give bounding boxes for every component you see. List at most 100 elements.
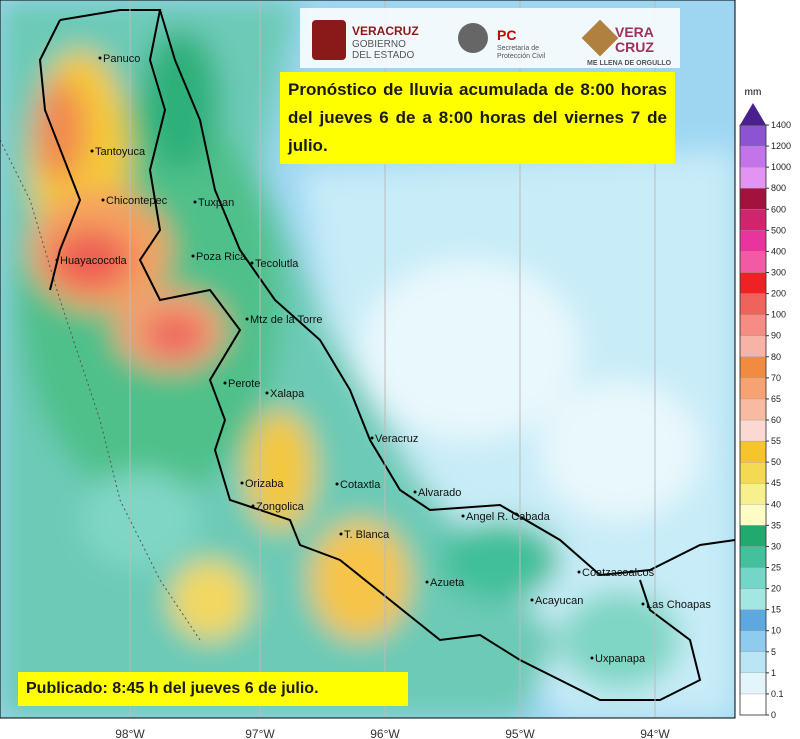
colorbar-swatch bbox=[739, 419, 767, 442]
colorbar-swatch bbox=[739, 546, 767, 568]
city-dot bbox=[223, 381, 227, 385]
colorbar-swatch bbox=[739, 461, 767, 484]
logo-text: PC bbox=[497, 27, 516, 43]
colorbar-tick-label: 300 bbox=[771, 268, 786, 278]
longitude-label: 98°W bbox=[115, 727, 145, 739]
city-label: Xalapa bbox=[270, 388, 305, 400]
colorbar-swatch bbox=[739, 166, 767, 189]
colorbar-swatch bbox=[739, 251, 767, 273]
colorbar-swatch bbox=[739, 124, 767, 147]
logo-text: Secretaría de bbox=[497, 45, 539, 52]
colorbar-tick-label: 55 bbox=[771, 436, 781, 446]
city-label: Las Choapas bbox=[646, 599, 711, 611]
city-label: Uxpanapa bbox=[595, 653, 646, 665]
colorbar-tick-label: 30 bbox=[771, 541, 781, 551]
city-dot bbox=[265, 391, 269, 395]
city-dot bbox=[90, 149, 94, 153]
longitude-label: 95°W bbox=[505, 727, 535, 739]
colorbar-tick-label: 800 bbox=[771, 183, 786, 193]
colorbar-swatch bbox=[739, 504, 767, 526]
city-dot bbox=[240, 481, 244, 485]
colorbar-tick-label: 200 bbox=[771, 289, 786, 299]
colorbar-swatch bbox=[739, 209, 767, 231]
city-label: Acayucan bbox=[535, 595, 583, 607]
colorbar-tick-label: 600 bbox=[771, 204, 786, 214]
colorbar-tick-label: 35 bbox=[771, 520, 781, 530]
colorbar-tick-label: 400 bbox=[771, 246, 786, 256]
city-label: Alvarado bbox=[418, 487, 461, 499]
city-label: Veracruz bbox=[375, 433, 418, 445]
colorbar-swatch bbox=[739, 272, 767, 294]
longitude-label: 94°W bbox=[640, 727, 670, 739]
colorbar-tick-label: 45 bbox=[771, 478, 781, 488]
colorbar-tick-label: 15 bbox=[771, 605, 781, 615]
colorbar-swatch bbox=[739, 356, 767, 379]
city-dot bbox=[425, 580, 429, 584]
colorbar-tick-label: 60 bbox=[771, 415, 781, 425]
colorbar-unit: mm bbox=[745, 87, 762, 98]
city-dot bbox=[191, 254, 195, 258]
city-dot bbox=[193, 200, 197, 204]
city-label: Tuxpan bbox=[198, 197, 234, 209]
colorbar-swatch bbox=[739, 483, 767, 505]
colorbar-swatch bbox=[739, 525, 767, 547]
colorbar-swatch bbox=[739, 588, 767, 610]
city-label: Tantoyuca bbox=[95, 146, 146, 158]
city-label: Coatzacoalcos bbox=[582, 567, 655, 579]
colorbar-tick-label: 5 bbox=[771, 647, 776, 657]
longitude-label: 97°W bbox=[245, 727, 275, 739]
colorbar-tick-label: 80 bbox=[771, 352, 781, 362]
city-label: Tecolutla bbox=[255, 258, 299, 270]
city-label: Panuco bbox=[103, 53, 140, 65]
city-label: Azueta bbox=[430, 577, 465, 589]
city-label: Poza Rica bbox=[196, 251, 247, 263]
city-label: Mtz de la Torre bbox=[250, 314, 323, 326]
colorbar-tick-label: 40 bbox=[771, 499, 781, 509]
colorbar-swatch bbox=[739, 398, 767, 421]
logos bbox=[312, 19, 619, 60]
city-dot bbox=[339, 532, 343, 536]
city-dot bbox=[413, 490, 417, 494]
colorbar-tick-label: 10 bbox=[771, 626, 781, 636]
colorbar-swatch bbox=[739, 440, 767, 463]
colorbar-tick-label: 1400 bbox=[771, 120, 791, 130]
colorbar-tick-label: 90 bbox=[771, 331, 781, 341]
colorbar-swatch bbox=[739, 314, 767, 336]
city-dot bbox=[461, 514, 465, 518]
colorbar-swatch bbox=[739, 567, 767, 589]
colorbar-tick-label: 500 bbox=[771, 225, 786, 235]
city-label: T. Blanca bbox=[344, 529, 390, 541]
longitude-label: 96°W bbox=[370, 727, 400, 739]
logo-text: GOBIERNO bbox=[352, 39, 406, 50]
city-label: Huayacocotla bbox=[60, 255, 128, 267]
colorbar-swatch bbox=[739, 145, 767, 168]
logo-text: Protección Civil bbox=[497, 53, 546, 60]
city-dot bbox=[590, 656, 594, 660]
colorbar-swatch bbox=[739, 651, 767, 674]
city-dot bbox=[370, 436, 374, 440]
city-dot bbox=[101, 198, 105, 202]
city-dot bbox=[250, 261, 254, 265]
logo-text: ME LLENA DE ORGULLO bbox=[587, 60, 672, 67]
logo-text: VERACRUZ bbox=[352, 24, 419, 38]
colorbar-tick-label: 100 bbox=[771, 310, 786, 320]
city-label: Zongolica bbox=[256, 501, 305, 513]
colorbar-swatch bbox=[739, 188, 767, 210]
colorbar-tick-label: 1 bbox=[771, 668, 776, 678]
colorbar-swatch bbox=[739, 293, 767, 315]
city-dot bbox=[641, 602, 645, 606]
colorbar-tick-label: 65 bbox=[771, 394, 781, 404]
colorbar-tick-label: 0.1 bbox=[771, 689, 784, 699]
colorbar-swatch bbox=[739, 335, 767, 357]
city-label: Chicontepec bbox=[106, 195, 168, 207]
logo-text: VERA bbox=[615, 24, 654, 40]
colorbar-tick-label: 70 bbox=[771, 373, 781, 383]
colorbar-swatch bbox=[739, 672, 767, 695]
city-label: Orizaba bbox=[245, 478, 284, 490]
logo-text: CRUZ bbox=[615, 39, 654, 55]
city-label: Angel R. Cabada bbox=[466, 511, 551, 523]
colorbar-tick-label: 0 bbox=[771, 710, 776, 720]
city-label: Cotaxtla bbox=[340, 479, 381, 491]
city-dot bbox=[55, 258, 59, 262]
